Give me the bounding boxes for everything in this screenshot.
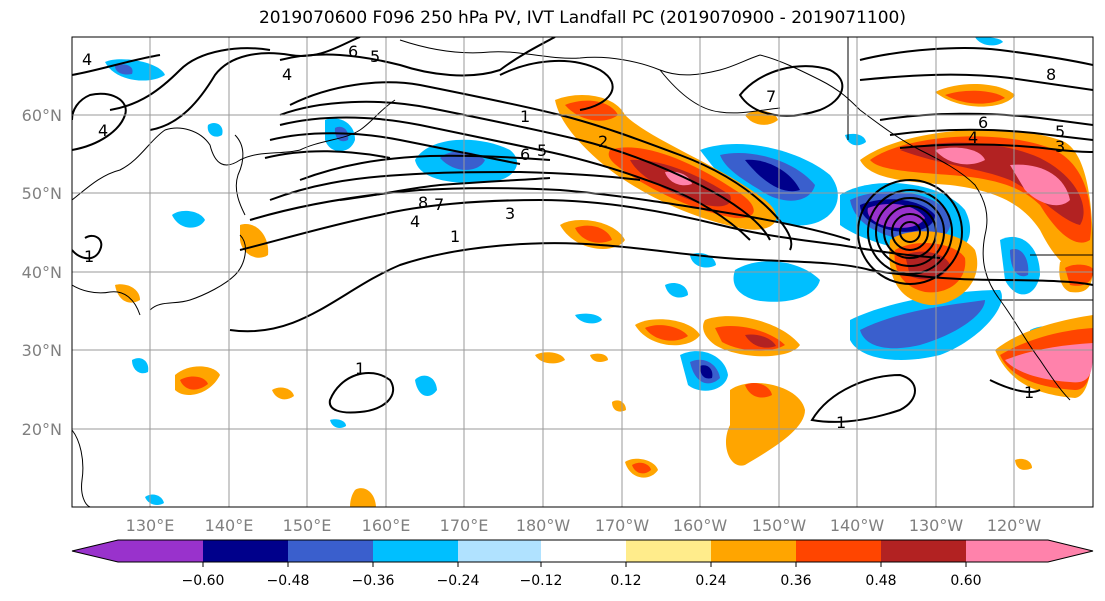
contour-label: 4 <box>282 65 292 84</box>
colorbar-segment <box>796 540 881 562</box>
lat-label: 30°N <box>22 341 62 360</box>
contour-label: 4 <box>98 121 108 140</box>
contour-label: 7 <box>766 87 776 106</box>
lon-label: 170°W <box>595 516 650 535</box>
lon-label: 160°W <box>673 516 728 535</box>
contour-label: 6 <box>520 145 530 164</box>
contour-label: 8 <box>418 193 428 212</box>
contour-label: 1 <box>355 359 365 378</box>
coastlines <box>72 37 1093 507</box>
contour-label: 6 <box>978 113 988 132</box>
lat-label: 60°N <box>22 106 62 125</box>
contour-label: 1 <box>84 247 94 266</box>
colorbar-tick-label: −0.24 <box>437 573 480 589</box>
contour-label: 5 <box>537 141 547 160</box>
lon-label: 170°E <box>440 516 489 535</box>
contour-label: 1 <box>520 107 530 126</box>
contour-label: 4 <box>410 212 420 231</box>
lon-label: 180°W <box>516 516 571 535</box>
lat-label: 40°N <box>22 263 62 282</box>
colorbar-tick-label: −0.60 <box>182 573 225 589</box>
contour-label: 2 <box>598 132 608 151</box>
contour-label: 1 <box>450 227 460 246</box>
lon-label: 140°E <box>205 516 254 535</box>
colorbar-tick-label: 0.12 <box>610 573 641 589</box>
contour-label: 5 <box>1055 122 1065 141</box>
lat-label: 50°N <box>22 184 62 203</box>
colorbar-tick-label: −0.48 <box>267 573 310 589</box>
colorbar-tick-label: 0.60 <box>950 573 981 589</box>
map-frame <box>71 36 1094 508</box>
colorbar-segment <box>203 540 288 562</box>
contour-label: 6 <box>348 42 358 61</box>
colorbar-segment <box>881 540 966 562</box>
lon-label: 150°E <box>283 516 332 535</box>
colorbar: −0.60 −0.48 −0.36 −0.24 −0.12 0.12 0.24 … <box>71 539 1094 589</box>
colorbar-ticks <box>202 562 967 567</box>
colorbar-segment <box>711 540 796 562</box>
colorbar-segment <box>541 540 626 562</box>
gridlines <box>72 37 1093 507</box>
contour-label: 7 <box>434 195 444 214</box>
lon-label: 150°W <box>752 516 807 535</box>
chart-title: 2019070600 F096 250 hPa PV, IVT Landfall… <box>258 8 906 28</box>
contour-label: 3 <box>1055 137 1065 156</box>
colorbar-segment <box>288 540 373 562</box>
colorbar-tick-label: 0.36 <box>780 573 811 589</box>
contour-label: 5 <box>370 47 380 66</box>
colorbar-segment <box>373 540 458 562</box>
lon-label: 160°E <box>362 516 411 535</box>
colorbar-outline <box>71 539 1094 563</box>
longitude-labels: 130°E 140°E 150°E 160°E 170°E 180°W 170°… <box>126 516 1042 535</box>
colorbar-tick-label: 0.48 <box>865 573 896 589</box>
lat-label: 20°N <box>22 420 62 439</box>
colorbar-tick-label: −0.36 <box>352 573 395 589</box>
contour-label: 3 <box>505 204 515 223</box>
colorbar-segment <box>118 540 203 562</box>
shaded-fields <box>105 37 1093 507</box>
colorbar-segment <box>966 540 1048 562</box>
contour-label: 4 <box>82 50 92 69</box>
colorbar-tick-label: 0.24 <box>695 573 726 589</box>
contour-label: 4 <box>968 128 978 147</box>
lon-label: 120°W <box>987 516 1042 535</box>
lon-label: 130°W <box>909 516 964 535</box>
contour-label: 1 <box>1024 383 1034 402</box>
colorbar-extend-min <box>72 540 118 562</box>
colorbar-segment <box>458 540 541 562</box>
contour-label: 1 <box>836 413 846 432</box>
contour-label: 8 <box>1046 65 1056 84</box>
latitude-labels: 60°N 50°N 40°N 30°N 20°N <box>22 106 62 439</box>
lon-label: 140°W <box>830 516 885 535</box>
colorbar-tick-label: −0.12 <box>520 573 563 589</box>
colorbar-segment <box>626 540 711 562</box>
lon-label: 130°E <box>126 516 175 535</box>
contour-labels: 4 4 6 5 4 1 2 6 5 8 7 4 3 1 1 1 1 6 4 5 … <box>82 42 1065 432</box>
